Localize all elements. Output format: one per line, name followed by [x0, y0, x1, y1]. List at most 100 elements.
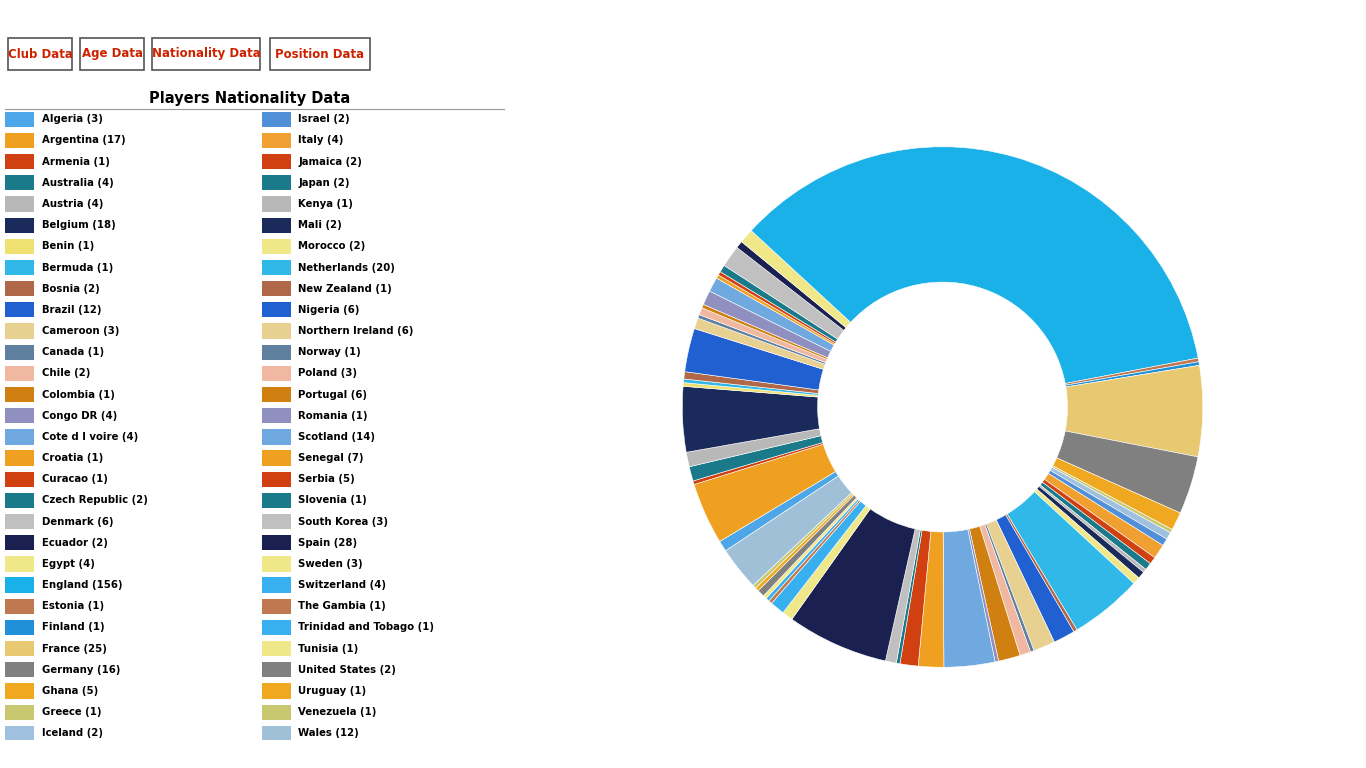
Bar — [152, 38, 260, 70]
FancyBboxPatch shape — [5, 662, 34, 677]
FancyBboxPatch shape — [262, 451, 291, 465]
FancyBboxPatch shape — [5, 133, 34, 148]
Text: Greece (1): Greece (1) — [41, 707, 101, 717]
Text: Germany (16): Germany (16) — [41, 665, 120, 675]
Text: Serbia (5): Serbia (5) — [299, 475, 355, 485]
FancyBboxPatch shape — [262, 578, 291, 593]
Wedge shape — [683, 379, 818, 396]
Wedge shape — [996, 515, 1074, 642]
Wedge shape — [896, 530, 922, 664]
Wedge shape — [698, 315, 825, 364]
FancyBboxPatch shape — [5, 556, 34, 571]
Wedge shape — [979, 525, 1030, 655]
Text: Mali (2): Mali (2) — [299, 220, 343, 230]
Wedge shape — [1045, 473, 1162, 558]
Text: Bosnia (2): Bosnia (2) — [41, 283, 100, 293]
Wedge shape — [1040, 485, 1146, 572]
Text: United States (2): United States (2) — [299, 665, 396, 675]
Wedge shape — [684, 329, 824, 390]
FancyBboxPatch shape — [262, 217, 291, 233]
Wedge shape — [758, 495, 856, 596]
Wedge shape — [1053, 458, 1180, 529]
Wedge shape — [792, 509, 915, 661]
FancyBboxPatch shape — [262, 556, 291, 571]
Text: Senegal (7): Senegal (7) — [299, 453, 363, 463]
Wedge shape — [1057, 431, 1198, 513]
Wedge shape — [703, 291, 831, 358]
Wedge shape — [719, 272, 836, 343]
Text: Estonia (1): Estonia (1) — [41, 601, 104, 611]
Wedge shape — [1037, 486, 1143, 578]
FancyBboxPatch shape — [5, 514, 34, 529]
FancyBboxPatch shape — [5, 726, 34, 741]
FancyBboxPatch shape — [5, 260, 34, 275]
FancyBboxPatch shape — [5, 366, 34, 381]
Text: x: x — [1348, 8, 1358, 22]
Wedge shape — [900, 530, 930, 666]
Text: Switzerland (4): Switzerland (4) — [299, 580, 387, 590]
Bar — [8, 38, 72, 70]
Text: Curacao (1): Curacao (1) — [41, 475, 108, 485]
Wedge shape — [702, 304, 828, 359]
Text: Northern Ireland (6): Northern Ireland (6) — [299, 326, 414, 336]
Text: Armenia (1): Armenia (1) — [41, 157, 109, 167]
FancyBboxPatch shape — [262, 260, 291, 275]
Text: Poland (3): Poland (3) — [299, 369, 358, 379]
FancyBboxPatch shape — [262, 281, 291, 296]
Wedge shape — [1034, 489, 1139, 584]
Wedge shape — [683, 382, 818, 397]
Text: Wales (12): Wales (12) — [299, 728, 359, 738]
Text: Norway (1): Norway (1) — [299, 347, 361, 357]
FancyBboxPatch shape — [262, 429, 291, 445]
FancyBboxPatch shape — [262, 175, 291, 190]
Wedge shape — [725, 476, 851, 585]
FancyBboxPatch shape — [262, 111, 291, 127]
Text: Colombia (1): Colombia (1) — [41, 389, 115, 399]
Wedge shape — [885, 529, 921, 663]
FancyBboxPatch shape — [262, 662, 291, 677]
Wedge shape — [709, 278, 835, 351]
Bar — [270, 38, 370, 70]
Wedge shape — [1042, 479, 1154, 564]
Wedge shape — [1065, 366, 1203, 457]
Wedge shape — [694, 444, 836, 541]
Text: New Zealand (1): New Zealand (1) — [299, 283, 392, 293]
Wedge shape — [1007, 492, 1134, 630]
Text: South Korea (3): South Korea (3) — [299, 517, 388, 527]
FancyBboxPatch shape — [5, 641, 34, 657]
Wedge shape — [720, 472, 839, 551]
FancyBboxPatch shape — [5, 599, 34, 614]
FancyBboxPatch shape — [5, 578, 34, 593]
Wedge shape — [694, 318, 825, 369]
Text: Trinidad and Tobago (1): Trinidad and Tobago (1) — [299, 623, 434, 633]
FancyBboxPatch shape — [262, 323, 291, 339]
Text: Ghana (5): Ghana (5) — [41, 686, 98, 696]
Wedge shape — [986, 520, 1055, 650]
Wedge shape — [684, 372, 818, 393]
Text: EPL DATA ANALYSIS: EPL DATA ANALYSIS — [8, 8, 176, 22]
Wedge shape — [742, 230, 851, 328]
FancyBboxPatch shape — [5, 620, 34, 635]
Text: Cote d I voire (4): Cote d I voire (4) — [41, 432, 138, 442]
Wedge shape — [682, 386, 820, 452]
Text: England (156): England (156) — [41, 580, 122, 590]
Text: © 2018. Emmanuel Akuete: © 2018. Emmanuel Akuete — [8, 747, 169, 760]
Text: Venezuela (1): Venezuela (1) — [299, 707, 377, 717]
Text: Romania (1): Romania (1) — [299, 411, 367, 421]
FancyBboxPatch shape — [262, 684, 291, 699]
FancyBboxPatch shape — [5, 472, 34, 487]
Wedge shape — [751, 147, 1198, 383]
Wedge shape — [1052, 466, 1172, 533]
Text: Argentina (17): Argentina (17) — [41, 135, 126, 145]
FancyBboxPatch shape — [262, 704, 291, 720]
Wedge shape — [1065, 362, 1199, 387]
Wedge shape — [1050, 468, 1171, 539]
FancyBboxPatch shape — [5, 217, 34, 233]
Wedge shape — [1040, 482, 1150, 569]
FancyBboxPatch shape — [262, 472, 291, 487]
FancyBboxPatch shape — [5, 154, 34, 169]
Wedge shape — [772, 502, 866, 613]
Wedge shape — [783, 505, 870, 619]
Text: Denmark (6): Denmark (6) — [41, 517, 113, 527]
Text: Jamaica (2): Jamaica (2) — [299, 157, 362, 167]
